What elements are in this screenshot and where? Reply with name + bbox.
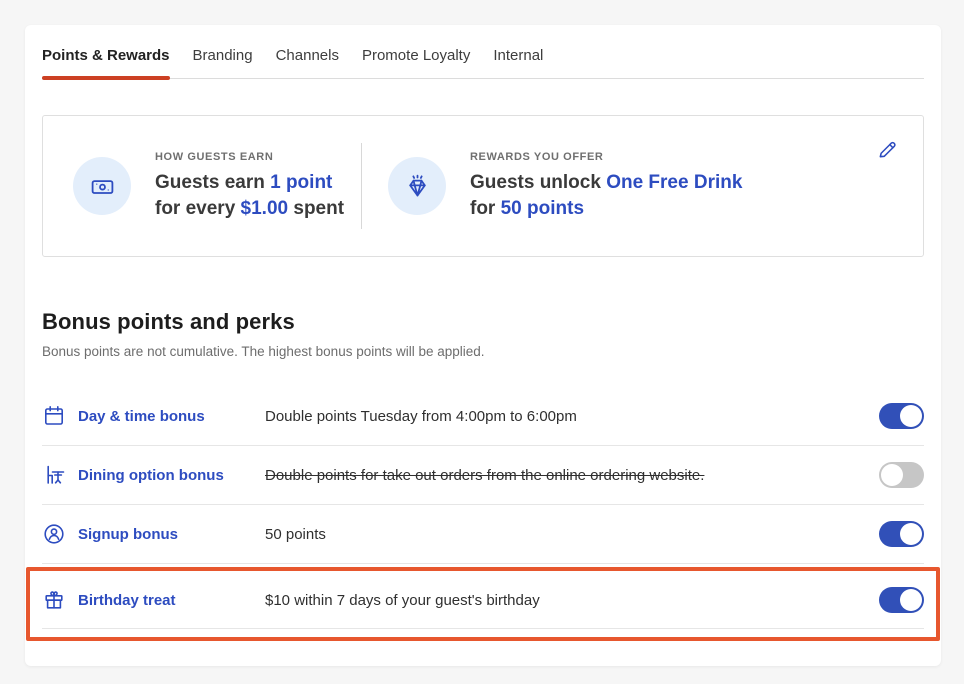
tab-points-rewards[interactable]: Points & Rewards (42, 39, 170, 80)
bonus-description: Double points for take out orders from t… (265, 466, 705, 484)
bonus-label-dining-option-bonus[interactable]: Dining option bonus (78, 466, 224, 484)
card-section-text: Guests unlock One Free Drink for 50 point… (470, 170, 742, 222)
dining-table-icon (42, 463, 66, 487)
tab-internal[interactable]: Internal (493, 39, 543, 78)
bonus-label-signup-bonus[interactable]: Signup bonus (78, 525, 178, 543)
calendar-icon (42, 404, 66, 428)
card-section-how-guests-earn: HOW GUESTS EARN Guests earn 1 point for ev… (73, 151, 361, 222)
card-value-link[interactable]: $1.00 (240, 197, 289, 219)
bonus-label-day-time-bonus[interactable]: Day & time bonus (78, 407, 205, 425)
card-section-label: REWARDS YOU OFFER (470, 150, 604, 163)
bonus-section-subtitle: Bonus points are not cumulative. The hig… (42, 344, 485, 359)
bonus-row-birthday-treat: Birthday treat $10 within 7 days of your … (42, 572, 924, 629)
card-text-fragment: for (470, 197, 501, 219)
card-value-link[interactable]: 50 points (500, 197, 585, 219)
tab-channels[interactable]: Channels (276, 39, 339, 78)
card-text-fragment: Guests unlock (470, 171, 607, 193)
gift-icon (42, 588, 66, 612)
pencil-icon (876, 138, 899, 161)
banknote-icon (73, 157, 131, 215)
bonus-section-title: Bonus points and perks (42, 309, 295, 334)
card-vertical-divider (361, 143, 362, 229)
toggle-signup-bonus[interactable] (879, 521, 924, 547)
bonus-description: Double points Tuesday from 4:00pm to 6:0… (265, 407, 577, 425)
bonus-row-dining-option-bonus: Dining option bonus Double points for tak… (42, 446, 924, 505)
toggle-birthday-treat[interactable] (879, 587, 924, 613)
highlight-box: Birthday treat $10 within 7 days of your … (26, 567, 940, 641)
points-summary-card: HOW GUESTS EARN Guests earn 1 point for ev… (42, 115, 924, 257)
gem-icon (388, 157, 446, 215)
card-value-link[interactable]: 1 point (270, 171, 333, 193)
card-value-link[interactable]: One Free Drink (606, 171, 743, 193)
bonus-row-signup-bonus: Signup bonus 50 points (42, 505, 924, 564)
loyalty-settings-panel: Points & Rewards Branding Channels Promote … (25, 25, 941, 666)
toggle-knob (900, 523, 922, 545)
edit-points-button[interactable] (872, 134, 903, 165)
toggle-knob (900, 589, 922, 611)
bonus-description: $10 within 7 days of your guest's birthd… (265, 591, 540, 609)
card-section-rewards-you-offer: REWARDS YOU OFFER Guests unlock One Free … (388, 151, 742, 222)
tab-branding[interactable]: Branding (193, 39, 253, 78)
bonus-label-birthday-treat[interactable]: Birthday treat (78, 591, 176, 609)
bonus-rows-list: Day & time bonus Double points Tuesday fr… (26, 387, 940, 641)
tab-bar: Points & Rewards Branding Channels Promote … (42, 39, 924, 80)
bonus-row-day-time-bonus: Day & time bonus Double points Tuesday fr… (42, 387, 924, 446)
toggle-dining-option-bonus[interactable] (879, 462, 924, 488)
card-text-fragment: spent (288, 197, 345, 219)
card-text-fragment: for every (155, 197, 241, 219)
card-section-text: Guests earn 1 point for every $1.00 spent (155, 170, 344, 222)
toggle-knob (881, 464, 903, 486)
bonus-description: 50 points (265, 525, 326, 543)
tab-promote-loyalty[interactable]: Promote Loyalty (362, 39, 470, 78)
card-section-label: HOW GUESTS EARN (155, 150, 274, 163)
toggle-day-time-bonus[interactable] (879, 403, 924, 429)
toggle-knob (900, 405, 922, 427)
card-text-fragment: Guests earn (155, 171, 271, 193)
person-circle-icon (42, 522, 66, 546)
